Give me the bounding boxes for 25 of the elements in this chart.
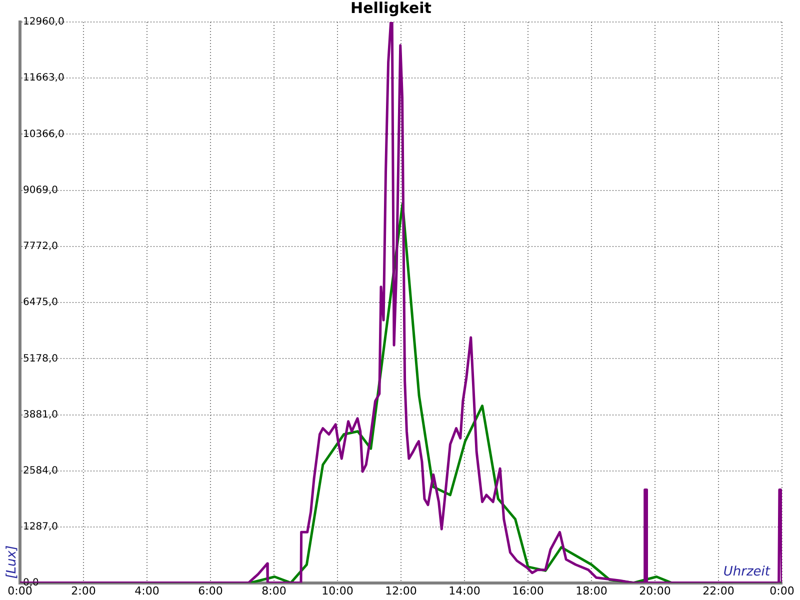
x-tick-label: 2:00 bbox=[71, 584, 96, 598]
x-tick-label: 18:00 bbox=[576, 584, 608, 598]
x-tick-label: 12:00 bbox=[385, 584, 417, 598]
x-tick-label: 10:00 bbox=[322, 584, 354, 598]
y-tick-label: 3881,0 bbox=[23, 409, 58, 420]
y-tick-label: 5178,0 bbox=[23, 353, 58, 364]
x-tick-label: 0:00 bbox=[770, 584, 794, 598]
x-tick-label: 14:00 bbox=[448, 584, 480, 598]
y-tick-label: 12960,0 bbox=[23, 16, 64, 28]
y-tick-label: 2584,0 bbox=[23, 466, 58, 477]
chart-title: Helligkeit bbox=[350, 0, 432, 17]
x-tick-label: 20:00 bbox=[639, 584, 671, 598]
y-tick-label: 11663,0 bbox=[23, 72, 64, 84]
y-tick-label: 10366,0 bbox=[23, 128, 64, 140]
x-tick-label: 22:00 bbox=[702, 584, 734, 598]
y-tick-label: 1287,0 bbox=[23, 522, 58, 533]
y-tick-label: 9069,0 bbox=[23, 184, 58, 196]
x-tick-label: 6:00 bbox=[198, 584, 223, 598]
y-tick-label: 6475,0 bbox=[23, 297, 58, 308]
x-tick-label: 8:00 bbox=[262, 584, 286, 598]
x-tick-label: 4:00 bbox=[134, 584, 160, 598]
y-axis-title: [Lux] bbox=[4, 545, 20, 579]
y-tick-label: 7772,0 bbox=[23, 241, 58, 252]
x-axis-title: Uhrzeit bbox=[723, 564, 771, 580]
x-tick-label: 16:00 bbox=[512, 584, 544, 598]
